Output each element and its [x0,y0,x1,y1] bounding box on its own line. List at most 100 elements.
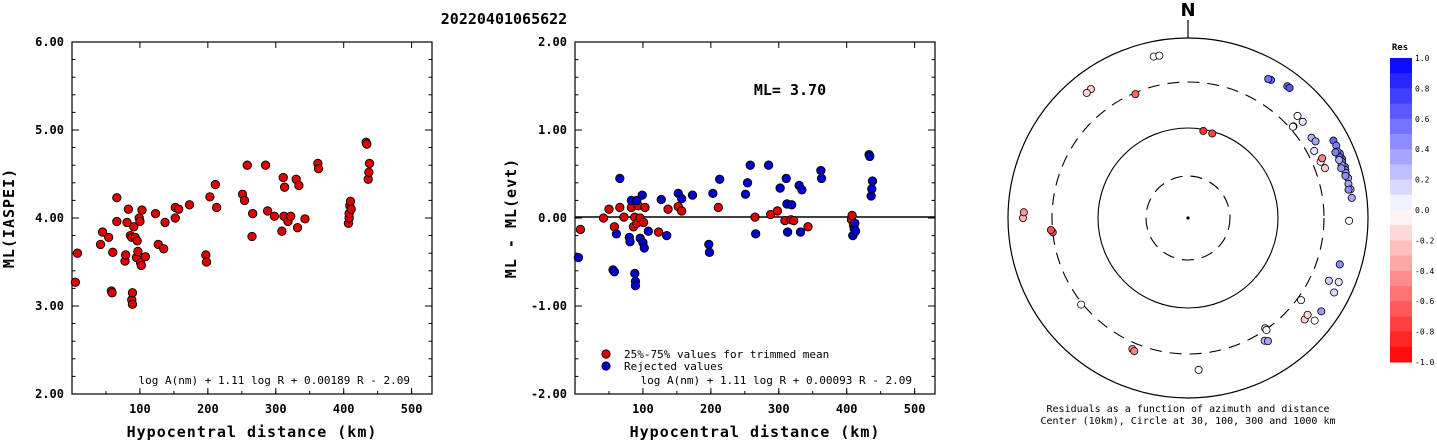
rejected-point [787,200,797,210]
rejected-point [704,247,715,257]
plot-magnitude-x-ticks: 100 200 300 400 500 [105,42,422,416]
legend-label-trimmed: 25%-75% values for trimmed mean [624,348,829,361]
rejected-point [816,173,827,184]
plot-residual-points [573,149,878,291]
data-point [104,232,114,243]
x-tick-label: 100 [632,402,654,416]
rejected-point [745,160,755,170]
plot-magnitude: 100 200 300 400 500 2.00 3.00 4.00 5.00 6.00 log… [0,35,433,441]
colorbar-cell [1390,255,1412,272]
y-tick-label: 2.00 [538,35,567,49]
rejected-point [573,252,584,263]
station-residual [1311,137,1320,146]
colorbar-cell [1390,301,1412,317]
data-point [247,231,257,242]
plot-magnitude-points [70,137,375,309]
colorbar-cell [1390,240,1412,257]
rejected-point [615,173,625,184]
plot-residual: 100 200 300 400 500 -2.00 -1.00 0.00 1.00 2.00 M… [502,35,936,441]
trimmed-point [619,212,629,222]
plot-magnitude-y-label: ML(IASPEI) [0,168,18,268]
trimmed-point [713,202,723,213]
rejected-point [782,227,793,237]
colorbar-tick-label: -0.6 [1415,297,1434,306]
rejected-point [609,267,620,277]
colorbar-tick-label: -0.2 [1415,236,1434,245]
y-tick-label: -2.00 [531,387,567,401]
station-residual [1194,365,1203,374]
plot-magnitude-x-label: Hypocentral distance (km) [127,423,378,441]
data-point [364,158,375,169]
data-point [108,247,118,257]
rejected-point [676,193,687,204]
station-residual [1310,316,1319,325]
trimmed-point [803,222,813,232]
data-point [292,223,303,233]
data-point [123,204,134,214]
station-residual [1285,83,1294,92]
station-residual [1131,90,1140,99]
data-point [269,211,280,221]
colorbar-cell [1390,346,1412,363]
rejected-point [867,176,878,186]
station-residual [1077,300,1086,309]
station-residual [1155,51,1164,60]
data-point [212,202,222,213]
x-tick-label: 400 [836,402,858,416]
station-residual [1331,148,1340,157]
plot-residual-x-label: Hypocentral distance (km) [630,423,881,441]
station-residual [1334,277,1343,286]
y-tick-label: 2.00 [35,387,64,401]
colorbar-tick-label: -0.4 [1415,267,1434,276]
station-residual [1317,307,1326,316]
data-point [346,204,356,214]
x-tick-label: 100 [129,402,151,416]
rejected-point [630,281,641,291]
station-residual [1310,146,1319,155]
colorbar-tick-label: 0.6 [1415,115,1430,124]
rejected-point [775,183,785,193]
rejected-point [611,229,622,239]
station-residual [1344,185,1353,194]
data-point [150,208,161,219]
station-residual [1208,129,1217,138]
data-point [132,236,142,246]
colorbar-cells [1390,58,1412,363]
colorbar-tick-label: 0.2 [1415,176,1430,185]
plot-residual-x-ticks: 100 200 300 400 500 [608,42,925,416]
data-point [173,204,184,214]
data-point [97,227,108,237]
colorbar-tick-label: 0.8 [1415,84,1430,93]
rejected-point [742,178,753,188]
data-point [210,179,220,190]
station-residual [1335,155,1344,164]
trimmed-point [575,224,586,235]
north-label: N [1180,0,1195,21]
data-point [159,244,169,254]
trimmed-point [653,227,664,237]
y-tick-label: -1.00 [531,299,567,313]
rejected-point [625,237,635,247]
trimmed-point [663,204,673,214]
station-residual [1288,122,1297,131]
plot-residual-formula: log A(nm) + 1.11 log R + 0.00093 R - 2.0… [640,374,912,387]
rejected-point [795,227,806,237]
station-residual [1298,117,1307,126]
ring-outer [1007,37,1369,399]
station-residual [1347,193,1356,202]
station-residual [1263,337,1272,346]
y-tick-label: 6.00 [35,35,64,49]
station-residual [1199,126,1208,135]
x-tick-label: 400 [333,402,355,416]
rejected-point [639,243,649,253]
trimmed-point [772,206,783,216]
data-point [112,193,122,203]
data-point [286,211,296,221]
y-tick-label: 1.00 [538,123,567,137]
colorbar-tick-label: 0.4 [1415,145,1430,154]
data-point [72,248,83,258]
ring-300km [1051,81,1325,355]
polar-center [1186,216,1190,220]
trimmed-point [640,202,650,213]
